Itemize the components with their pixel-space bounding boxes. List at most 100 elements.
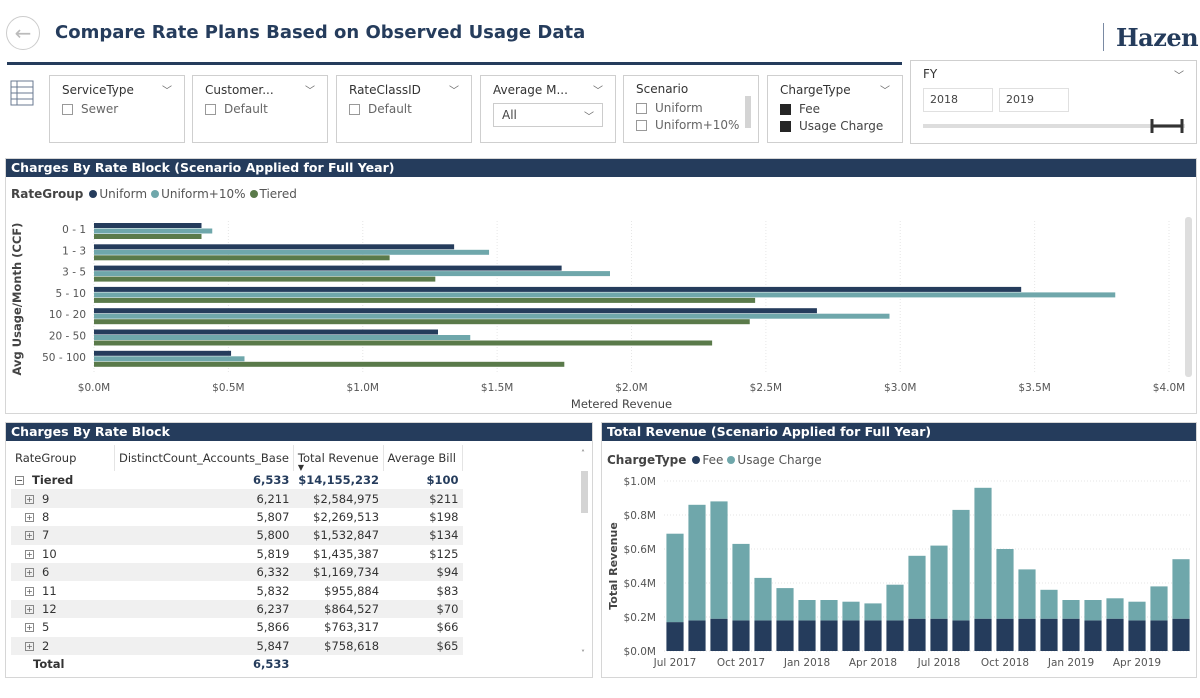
bar-fee: [1040, 618, 1058, 651]
table-row-total[interactable]: Total 6,533: [33, 657, 290, 672]
checkbox-icon: [349, 103, 360, 115]
bar-usage-charge: [1172, 559, 1190, 619]
table-row[interactable]: +6 6,332 $1,169,734 $94: [11, 562, 463, 582]
x-tick-label: Apr 2019: [1113, 657, 1161, 669]
fy-slider-handle[interactable]: [1149, 118, 1185, 134]
slicer-charge-type[interactable]: ChargeType ﹀ Fee Usage Charge: [767, 75, 903, 143]
chevron-down-icon[interactable]: ﹀: [305, 86, 315, 97]
y-tick-label: 10 - 20: [49, 309, 86, 321]
bar: [94, 249, 490, 255]
bar-usage-charge: [842, 601, 860, 621]
rate-block-bar-chart: $0.0M $0.5M $1.0M $1.5M $2.0M $2.5M $3.0M $3.5M…: [10, 221, 1185, 411]
filter-pane-icon[interactable]: [10, 80, 34, 106]
table-row[interactable]: +2 5,847 $758,618 $65: [11, 636, 463, 655]
x-tick-label: Apr 2018: [849, 657, 897, 669]
y-axis-title: Avg Usage/Month (CCF): [10, 223, 24, 376]
legend-item-tiered: Tiered: [249, 187, 297, 201]
rate-block-table-visual: Charges By Rate Block RateGroup Distinct…: [5, 422, 593, 678]
y-tick-label: $0.8M: [624, 510, 656, 522]
page-title: Compare Rate Plans Based on Observed Usa…: [55, 22, 586, 43]
legend-item-fee: Fee: [692, 453, 723, 467]
bar-usage-charge: [820, 600, 838, 621]
bar: [94, 286, 1022, 292]
slicer-rate-class[interactable]: RateClassID ﹀ Default: [336, 75, 472, 143]
total-revenue-stacked-bar-chart: $0.0M $0.2M $0.4M $0.6M $0.8M $1.0M Jul 2017 Oc…: [607, 476, 1192, 669]
y-tick-label: 3 - 5: [62, 267, 86, 279]
table-row[interactable]: +8 5,807 $2,269,513 $198: [25, 509, 459, 524]
table-row[interactable]: +5 5,866 $763,317 $66: [25, 620, 459, 635]
bar: [94, 350, 232, 356]
chevron-down-icon[interactable]: ﹀: [593, 86, 603, 97]
slicer-option[interactable]: Usage Charge: [780, 119, 890, 133]
scroll-up-icon[interactable]: ˄: [581, 449, 585, 458]
bar-fee: [732, 620, 750, 651]
column-header-revenue[interactable]: Total Revenue ▼: [293, 445, 384, 472]
bar-usage-charge: [688, 504, 706, 621]
table-scroll-area: RateGroup DistinctCount_Accounts_Base To…: [11, 445, 464, 673]
column-header-rategroup[interactable]: RateGroup: [11, 445, 115, 471]
bar: [94, 319, 750, 325]
slicer-option[interactable]: Default: [349, 102, 459, 116]
table-row[interactable]: +12 6,237 $864,527 $70: [11, 599, 463, 619]
checkbox-icon: [62, 103, 73, 115]
fy-end-input[interactable]: 2019: [999, 88, 1069, 112]
bar-usage-charge: [754, 577, 772, 621]
fy-slider-track[interactable]: [923, 124, 1185, 128]
scroll-down-icon[interactable]: ˅: [581, 649, 585, 658]
back-button[interactable]: ←: [6, 16, 40, 50]
slicer-scenario[interactable]: Scenario Uniform Uniform+10%: [623, 75, 759, 143]
chart-scrollbar[interactable]: [1185, 217, 1192, 377]
table-row[interactable]: +11 5,832 $955,884 $83: [25, 583, 459, 598]
x-axis-title: Metered Revenue: [571, 397, 672, 411]
bar-usage-charge: [1106, 598, 1124, 619]
slicer-option[interactable]: Uniform+10%: [636, 118, 746, 132]
bar-usage-charge: [1084, 600, 1102, 621]
bar-fee: [1062, 618, 1080, 651]
checkbox-icon: [636, 119, 647, 131]
average-month-dropdown[interactable]: All ﹀: [493, 103, 603, 127]
bar: [94, 335, 471, 340]
table-scrollbar[interactable]: [581, 471, 588, 513]
slicer-option[interactable]: Sewer: [62, 102, 172, 116]
fy-start-input[interactable]: 2018: [923, 88, 993, 112]
x-tick-label: $1.5M: [481, 382, 513, 394]
bar-usage-charge: [996, 549, 1014, 619]
chart-legend: RateGroup Uniform Uniform+10% Tiered: [11, 187, 297, 201]
table-row-group[interactable]: − Tiered 6,533 $14,155,232 $100: [15, 473, 459, 488]
table-row[interactable]: +7 5,800 $1,532,847 $134: [11, 526, 463, 545]
legend-item-uniform-10: Uniform+10%: [151, 187, 246, 201]
bar: [94, 340, 713, 346]
slicer-average-month[interactable]: Average M... ﹀ All ﹀: [480, 75, 616, 143]
slicer-customer[interactable]: Customer... ﹀ Default: [192, 75, 328, 143]
x-tick-label: $3.0M: [884, 382, 916, 394]
x-tick-label: $2.0M: [615, 382, 647, 394]
chevron-down-icon[interactable]: ﹀: [880, 86, 890, 97]
y-tick-label: 20 - 50: [49, 331, 86, 343]
table-row[interactable]: +10 5,819 $1,435,387 $125: [25, 546, 459, 561]
x-tick-label: $1.0M: [347, 382, 379, 394]
chevron-down-icon[interactable]: ﹀: [162, 86, 172, 97]
chevron-down-icon[interactable]: ﹀: [449, 86, 459, 97]
bar: [94, 265, 562, 271]
slicer-option[interactable]: Fee: [780, 102, 890, 116]
total-revenue-chart-visual: Total Revenue (Scenario Applied for Full…: [601, 422, 1197, 678]
expand-icon: +: [25, 549, 34, 559]
bar-fee: [864, 620, 882, 651]
slicer-service-type[interactable]: ServiceType ﹀ Sewer: [49, 75, 185, 143]
y-tick-label: $0.0M: [624, 646, 656, 658]
bar: [94, 244, 455, 250]
table-row[interactable]: +9 6,211 $2,584,975 $211: [11, 489, 463, 508]
slicer-option[interactable]: Uniform: [636, 101, 746, 115]
column-header-average-bill[interactable]: Average Bill: [383, 445, 464, 471]
scrollbar[interactable]: [745, 96, 751, 128]
bar: [94, 271, 610, 277]
bar-fee: [996, 618, 1014, 651]
bar-fee: [1106, 618, 1124, 651]
bar-usage-charge: [930, 545, 948, 619]
slicer-fy[interactable]: FY ﹀ 2018 2019: [910, 60, 1197, 144]
chevron-down-icon[interactable]: ﹀: [1174, 71, 1184, 82]
x-tick-label: $2.5M: [750, 382, 782, 394]
slicer-option[interactable]: Default: [205, 102, 315, 116]
rate-block-table: RateGroup DistinctCount_Accounts_Base To…: [11, 445, 464, 673]
column-header-count[interactable]: DistinctCount_Accounts_Base: [114, 445, 294, 471]
